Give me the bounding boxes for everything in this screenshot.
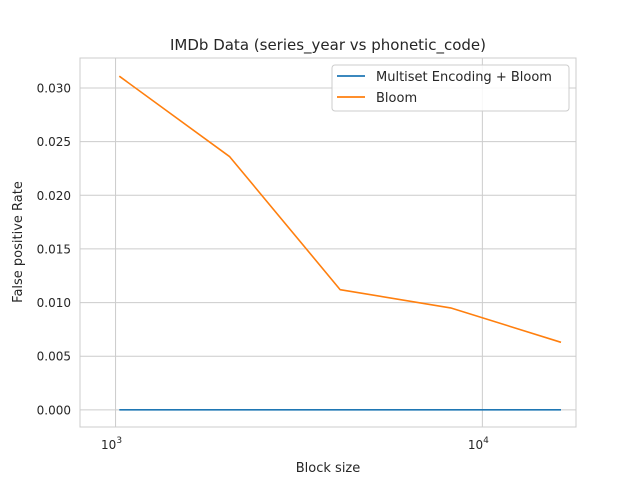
x-tick-base: 10 (101, 438, 116, 452)
legend: Multiset Encoding + Bloom Bloom (331, 64, 570, 112)
x-axis-ticks: 103 104 (101, 436, 489, 452)
y-tick-label: 0.025 (37, 135, 71, 149)
x-axis-label: Block size (296, 461, 361, 476)
y-axis-ticks: 0.000 0.005 0.010 0.015 0.020 0.025 0.030 (37, 82, 71, 418)
y-tick-label: 0.000 (37, 403, 71, 417)
y-axis-label: False positive Rate (11, 181, 26, 303)
y-tick-label: 0.005 (37, 350, 71, 364)
legend-label-bloom: Bloom (376, 91, 417, 106)
x-tick-label: 103 (101, 436, 122, 452)
y-tick-label: 0.030 (37, 82, 71, 96)
x-tick-exponent: 3 (116, 436, 122, 446)
y-tick-label: 0.010 (37, 296, 71, 310)
legend-label-multiset: Multiset Encoding + Bloom (376, 70, 552, 85)
y-tick-label: 0.020 (37, 189, 71, 203)
x-tick-exponent: 4 (483, 436, 489, 446)
plot-frame (79, 57, 577, 428)
legend-box (331, 64, 570, 112)
x-tick-label: 104 (468, 436, 489, 452)
chart-title: IMDb Data (series_year vs phonetic_code) (170, 36, 486, 55)
series-line-bloom (118, 75, 562, 344)
series-layer (118, 75, 562, 411)
x-tick-base: 10 (468, 438, 483, 452)
y-tick-label: 0.015 (37, 242, 71, 256)
